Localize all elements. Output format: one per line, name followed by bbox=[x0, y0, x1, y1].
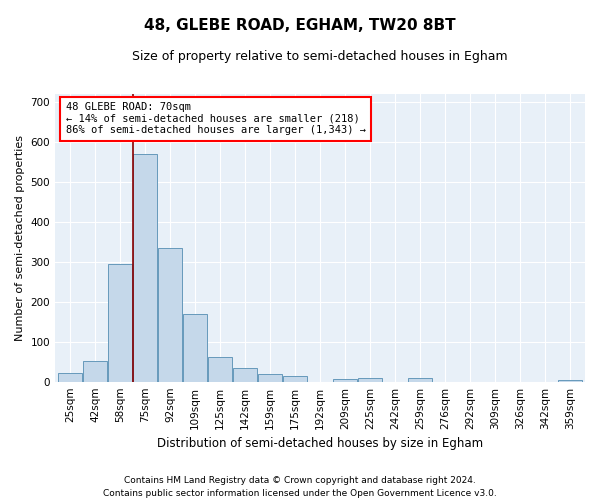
Bar bbox=[358, 378, 382, 382]
Title: Size of property relative to semi-detached houses in Egham: Size of property relative to semi-detach… bbox=[132, 50, 508, 63]
Bar bbox=[408, 378, 432, 382]
Bar bbox=[333, 379, 357, 382]
Text: 48, GLEBE ROAD, EGHAM, TW20 8BT: 48, GLEBE ROAD, EGHAM, TW20 8BT bbox=[144, 18, 456, 32]
Y-axis label: Number of semi-detached properties: Number of semi-detached properties bbox=[15, 134, 25, 340]
Bar bbox=[233, 368, 257, 382]
Text: 48 GLEBE ROAD: 70sqm
← 14% of semi-detached houses are smaller (218)
86% of semi: 48 GLEBE ROAD: 70sqm ← 14% of semi-detac… bbox=[65, 102, 365, 136]
Bar bbox=[183, 314, 207, 382]
Bar bbox=[83, 361, 107, 382]
Bar bbox=[208, 357, 232, 382]
Bar bbox=[108, 264, 132, 382]
Bar bbox=[133, 154, 157, 382]
Bar bbox=[58, 373, 82, 382]
Bar bbox=[258, 374, 282, 382]
Bar bbox=[558, 380, 582, 382]
Bar bbox=[283, 376, 307, 382]
Text: Contains HM Land Registry data © Crown copyright and database right 2024.
Contai: Contains HM Land Registry data © Crown c… bbox=[103, 476, 497, 498]
X-axis label: Distribution of semi-detached houses by size in Egham: Distribution of semi-detached houses by … bbox=[157, 437, 483, 450]
Bar bbox=[158, 248, 182, 382]
